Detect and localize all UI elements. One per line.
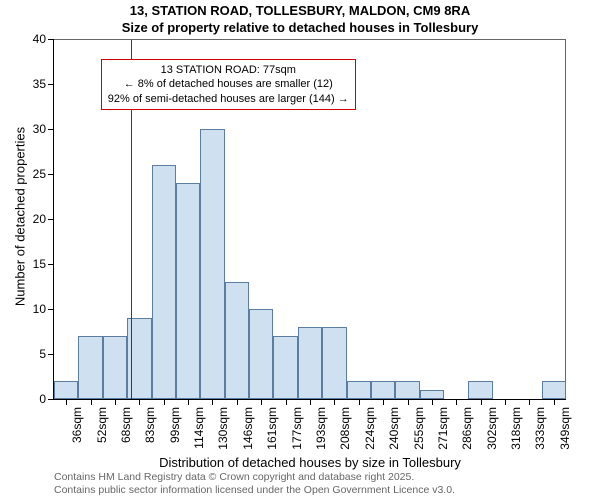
plot-area: 13 STATION ROAD: 77sqm← 8% of detached h… — [54, 39, 566, 399]
x-tick-label: 114sqm — [192, 407, 206, 449]
x-tick — [456, 399, 457, 405]
y-tick — [48, 129, 54, 130]
x-tick — [237, 399, 238, 405]
x-tick-label: 52sqm — [95, 407, 109, 443]
x-tick-label: 99sqm — [168, 407, 182, 443]
x-tick-label: 286sqm — [460, 407, 474, 450]
x-tick — [554, 399, 555, 405]
x-tick-label: 208sqm — [338, 407, 352, 450]
x-tick — [359, 399, 360, 405]
x-tick — [383, 399, 384, 405]
histogram-bar — [322, 327, 346, 399]
x-tick — [432, 399, 433, 405]
x-tick-label: 255sqm — [412, 407, 426, 450]
y-tick — [48, 174, 54, 175]
x-tick-label: 83sqm — [143, 407, 157, 443]
footer-line-2: Contains public sector information licen… — [54, 484, 455, 497]
y-tick-label: 0 — [0, 392, 46, 406]
x-tick — [481, 399, 482, 405]
histogram-bar — [371, 381, 395, 399]
x-tick — [66, 399, 67, 405]
x-tick-label: 161sqm — [265, 407, 279, 450]
x-axis-label: Distribution of detached houses by size … — [54, 455, 566, 470]
x-tick-label: 240sqm — [387, 407, 401, 450]
annotation-line-1: 13 STATION ROAD: 77sqm — [108, 63, 349, 77]
histogram-bar — [78, 336, 102, 399]
y-tick — [48, 354, 54, 355]
x-tick-label: 349sqm — [558, 407, 572, 450]
x-tick — [188, 399, 189, 405]
x-tick-label: 318sqm — [509, 407, 523, 450]
histogram-bar — [225, 282, 249, 399]
annotation-line-3: 92% of semi-detached houses are larger (… — [108, 92, 349, 106]
x-tick — [164, 399, 165, 405]
x-tick — [505, 399, 506, 405]
x-tick-label: 271sqm — [436, 407, 450, 450]
histogram-bar — [54, 381, 78, 399]
histogram-bar — [420, 390, 444, 399]
x-tick — [261, 399, 262, 405]
x-tick-label: 146sqm — [241, 407, 255, 450]
y-axis-label: Number of detached properties — [13, 117, 28, 317]
x-tick-label: 36sqm — [70, 407, 84, 443]
footer-attribution: Contains HM Land Registry data © Crown c… — [54, 471, 455, 497]
x-tick-label: 193sqm — [314, 407, 328, 450]
title-line-1: 13, STATION ROAD, TOLLESBURY, MALDON, CM… — [0, 3, 600, 18]
histogram-bar — [249, 309, 273, 399]
y-tick — [48, 219, 54, 220]
x-tick-label: 302sqm — [485, 407, 499, 450]
histogram-bar — [347, 381, 371, 399]
x-tick — [91, 399, 92, 405]
y-tick — [48, 399, 54, 400]
annotation-box: 13 STATION ROAD: 77sqm← 8% of detached h… — [101, 59, 356, 110]
x-tick-label: 68sqm — [119, 407, 133, 443]
x-tick-label: 333sqm — [533, 407, 547, 450]
x-tick — [115, 399, 116, 405]
x-tick-label: 130sqm — [216, 407, 230, 450]
x-tick — [212, 399, 213, 405]
histogram-bar — [298, 327, 322, 399]
y-tick — [48, 39, 54, 40]
y-tick — [48, 264, 54, 265]
title-line-2: Size of property relative to detached ho… — [0, 20, 600, 35]
histogram-bar — [200, 129, 224, 399]
x-tick — [334, 399, 335, 405]
histogram-bar — [273, 336, 297, 399]
annotation-line-2: ← 8% of detached houses are smaller (12) — [108, 77, 349, 91]
x-tick-label: 177sqm — [290, 407, 304, 450]
histogram-bar — [395, 381, 419, 399]
y-tick-label: 5 — [0, 347, 46, 361]
y-tick-label: 40 — [0, 32, 46, 46]
y-tick-label: 35 — [0, 77, 46, 91]
footer-line-1: Contains HM Land Registry data © Crown c… — [54, 471, 455, 484]
x-tick — [310, 399, 311, 405]
histogram-bar — [542, 381, 566, 399]
x-tick — [529, 399, 530, 405]
histogram-bar — [468, 381, 492, 399]
y-tick — [48, 309, 54, 310]
x-tick — [286, 399, 287, 405]
x-tick-label: 224sqm — [363, 407, 377, 450]
x-tick — [139, 399, 140, 405]
histogram-bar — [152, 165, 176, 399]
histogram-bar — [176, 183, 200, 399]
y-tick — [48, 84, 54, 85]
x-tick — [408, 399, 409, 405]
histogram-bar — [103, 336, 127, 399]
